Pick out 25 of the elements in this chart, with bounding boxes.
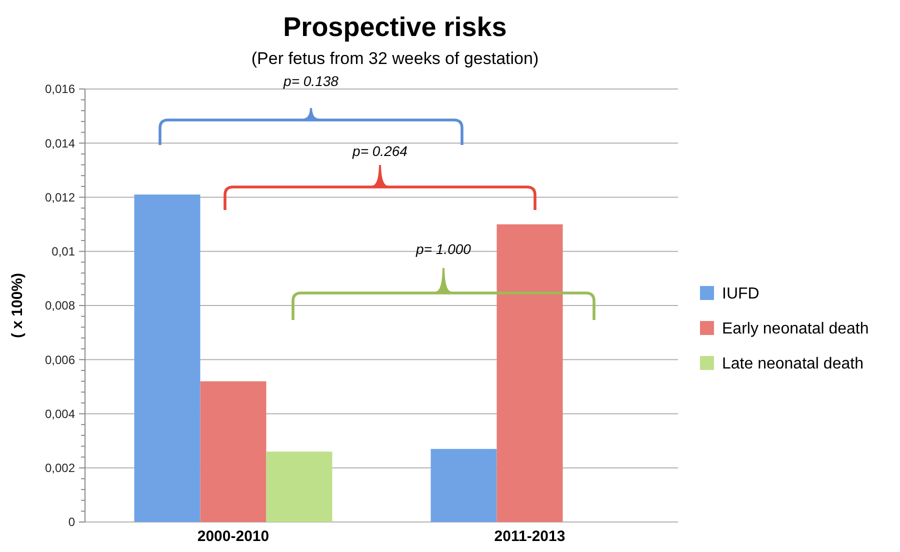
y-tick-label: 0 [68,515,76,530]
y-tick-label: 0,016 [44,82,76,96]
annotation: p= 0.264 [352,143,408,159]
bar [266,452,332,522]
y-tick-label: 0,002 [44,461,76,476]
y-tick-label: 0,014 [44,136,76,150]
y-axis-title: ( x 100%) [9,272,26,338]
chart-subtitle: (Per fetus from 32 weeks of gestation) [251,49,539,68]
bar [200,381,266,522]
chart-title: Prospective risks [283,12,507,42]
annotation: p= 0.138 [282,73,339,89]
bar [134,194,200,522]
legend-label: Late neonatal death [722,356,864,373]
bar [430,448,497,522]
y-tick-label: 0,01 [52,244,76,259]
annotation: p= 1.000 [415,241,472,257]
y-tick-label: 0,006 [44,352,76,367]
y-tick-label: 0,008 [44,298,76,313]
x-tick-label: 2000-2010 [197,528,270,545]
legend-label: Early neonatal death [722,320,869,338]
bar [496,224,563,522]
legend-label: IUFD [722,286,760,303]
y-tick-label: 0,012 [44,190,76,204]
x-tick-label: 2011-2013 [494,528,566,545]
y-tick-label: 0,004 [44,406,76,421]
